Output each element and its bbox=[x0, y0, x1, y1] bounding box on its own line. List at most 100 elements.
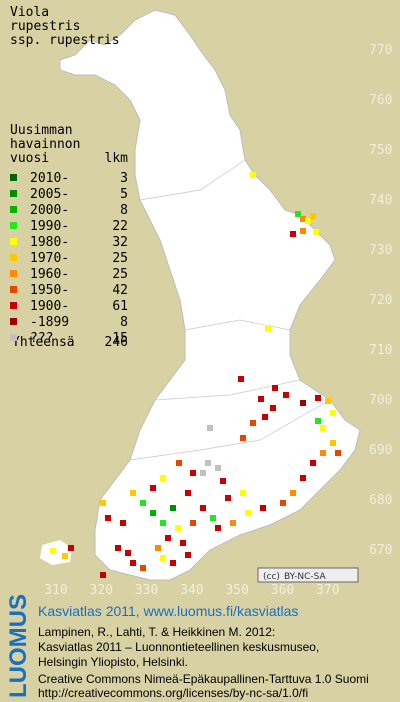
occurrence-square bbox=[230, 520, 236, 526]
legend-count: 8 bbox=[120, 203, 128, 218]
occurrence-square bbox=[125, 550, 131, 556]
north-grid-label: 750 bbox=[369, 143, 392, 158]
citation: Helsingin Yliopisto, Helsinki. bbox=[38, 655, 188, 669]
east-grid-label: 370 bbox=[316, 583, 339, 598]
east-grid-label: 320 bbox=[90, 583, 113, 598]
occurrence-square bbox=[313, 229, 319, 235]
north-grid-label: 670 bbox=[369, 543, 392, 558]
occurrence-square bbox=[240, 435, 246, 441]
occurrence-square bbox=[140, 500, 146, 506]
occurrence-square bbox=[315, 395, 321, 401]
citation: Kasviatlas 2011 – Luonnontieteellinen ke… bbox=[38, 640, 319, 654]
north-grid-label: 680 bbox=[369, 493, 392, 508]
legend-swatch bbox=[10, 254, 17, 261]
legend-label: 2005- bbox=[30, 187, 69, 202]
occurrence-square bbox=[62, 553, 68, 559]
occurrence-square bbox=[310, 460, 316, 466]
occurrence-square bbox=[272, 385, 278, 391]
legend-count: 15 bbox=[112, 331, 128, 346]
citation: Lampinen, R., Lahti, T. & Heikkinen M. 2… bbox=[38, 625, 275, 639]
legend-count: 61 bbox=[112, 299, 128, 314]
logo: LUOMUS bbox=[5, 594, 32, 698]
occurrence-square bbox=[225, 495, 231, 501]
legend-count: 25 bbox=[112, 251, 128, 266]
occurrence-square bbox=[310, 213, 316, 219]
legend-label: 1950- bbox=[30, 283, 69, 298]
license-badge bbox=[257, 567, 359, 583]
occurrence-square bbox=[260, 505, 266, 511]
occurrence-square bbox=[175, 525, 181, 531]
legend-swatch bbox=[10, 334, 17, 341]
finland-outline bbox=[59, 9, 361, 581]
footer-headline: Kasviatlas 2011, www.luomus.fi/kasviatla… bbox=[38, 603, 298, 619]
legend-header: havainnon bbox=[10, 137, 80, 152]
legend-count: 32 bbox=[112, 235, 128, 250]
occurrence-square bbox=[100, 572, 106, 578]
legend-swatch bbox=[10, 190, 17, 197]
legend-count: 8 bbox=[120, 315, 128, 330]
legend-count: 42 bbox=[112, 283, 128, 298]
legend-label: ??? bbox=[30, 331, 53, 346]
occurrence-square bbox=[170, 505, 176, 511]
occurrence-square bbox=[215, 525, 221, 531]
occurrence-square bbox=[290, 231, 296, 237]
legend-header: vuosi bbox=[10, 151, 49, 166]
occurrence-square bbox=[207, 425, 213, 431]
occurrence-square bbox=[160, 475, 166, 481]
occurrence-square bbox=[115, 545, 121, 551]
occurrence-square bbox=[100, 500, 106, 506]
legend-count: 3 bbox=[120, 171, 128, 186]
legend-swatch bbox=[10, 206, 17, 213]
legend-label: 2000- bbox=[30, 203, 69, 218]
occurrence-square bbox=[320, 425, 326, 431]
occurrence-square bbox=[300, 228, 306, 234]
occurrence-square bbox=[200, 470, 206, 476]
occurrence-square bbox=[180, 540, 186, 546]
legend-swatch bbox=[10, 286, 17, 293]
legend-swatch bbox=[10, 174, 17, 181]
occurrence-square bbox=[300, 216, 306, 222]
occurrence-square bbox=[150, 510, 156, 516]
east-grid-label: 350 bbox=[225, 583, 248, 598]
occurrence-square bbox=[250, 420, 256, 426]
title-line: ssp. rupestris bbox=[10, 33, 120, 48]
legend-swatch bbox=[10, 270, 17, 277]
title-line: Viola bbox=[10, 5, 49, 20]
occurrence-square bbox=[155, 545, 161, 551]
north-grid-label: 760 bbox=[369, 93, 392, 108]
occurrence-square bbox=[120, 520, 126, 526]
occurrence-square bbox=[130, 560, 136, 566]
title-line: rupestris bbox=[10, 19, 80, 34]
north-grid-label: 730 bbox=[369, 243, 392, 258]
east-grid-label: 310 bbox=[44, 583, 67, 598]
legend-total-count: 246 bbox=[105, 335, 128, 350]
cc-icon: (cc) bbox=[263, 572, 280, 582]
occurrence-square bbox=[335, 450, 341, 456]
legend-swatch bbox=[10, 302, 17, 309]
occurrence-square bbox=[50, 548, 56, 554]
occurrence-square bbox=[330, 410, 336, 416]
occurrence-square bbox=[270, 405, 276, 411]
occurrence-square bbox=[215, 465, 221, 471]
occurrence-square bbox=[240, 490, 246, 496]
license-text: Creative Commons Nimeä-Epäkaupallinen-Ta… bbox=[38, 672, 369, 686]
legend-count: 25 bbox=[112, 267, 128, 282]
occurrence-square bbox=[238, 376, 244, 382]
occurrence-square bbox=[140, 565, 146, 571]
north-grid-label: 740 bbox=[369, 193, 392, 208]
occurrence-square bbox=[280, 500, 286, 506]
occurrence-square bbox=[160, 555, 166, 561]
occurrence-square bbox=[190, 520, 196, 526]
occurrence-square bbox=[185, 490, 191, 496]
occurrence-square bbox=[330, 440, 336, 446]
legend-label: 1990- bbox=[30, 219, 69, 234]
occurrence-square bbox=[160, 520, 166, 526]
occurrence-square bbox=[315, 418, 321, 424]
occurrence-square bbox=[245, 510, 251, 516]
occurrence-square bbox=[258, 396, 264, 402]
occurrence-square bbox=[150, 485, 156, 491]
occurrence-square bbox=[305, 218, 311, 224]
east-grid-label: 340 bbox=[180, 583, 203, 598]
occurrence-square bbox=[68, 545, 74, 551]
